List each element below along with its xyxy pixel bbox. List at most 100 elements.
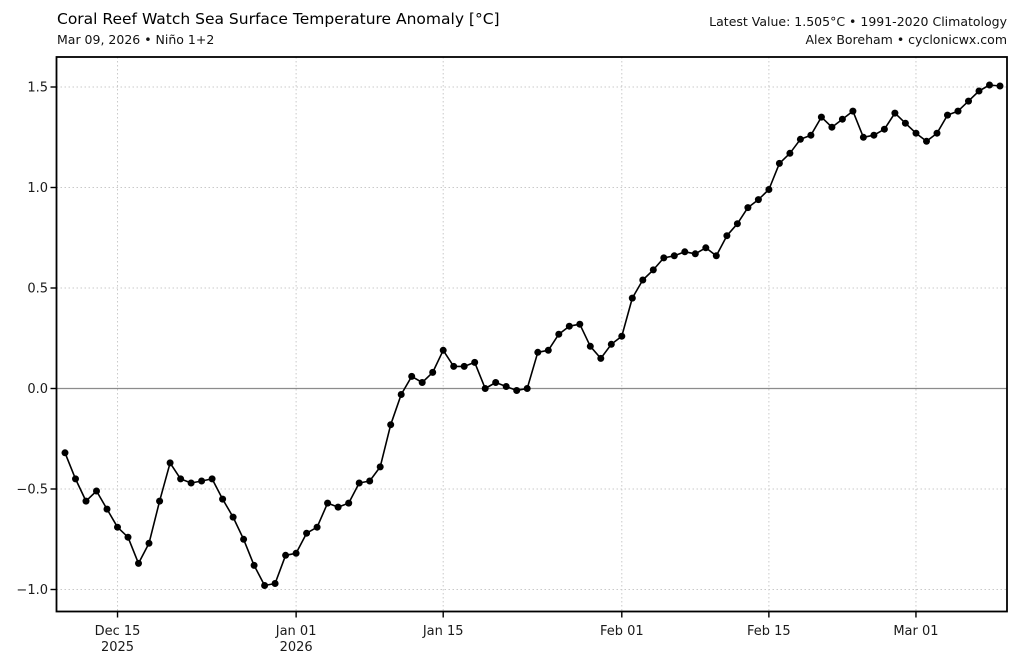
axes-frame <box>55 56 1008 613</box>
x-tick-year-label: 2025 <box>101 640 134 655</box>
data-point <box>744 204 752 212</box>
data-point <box>786 149 794 157</box>
y-tick-labels: −1.0 −0.5 0.0 0.5 1.0 1.5 <box>16 81 48 598</box>
data-point <box>103 505 111 513</box>
data-point <box>156 497 164 505</box>
y-tick-label: 1.0 <box>27 181 48 196</box>
data-point <box>544 346 552 354</box>
data-point <box>765 186 773 193</box>
data-point <box>712 252 720 260</box>
data-point <box>944 111 951 119</box>
data-point <box>901 119 909 127</box>
data-point <box>870 131 878 139</box>
data-point <box>965 97 972 105</box>
data-point <box>250 561 258 569</box>
x-tick-label: Jan 15 <box>422 624 464 639</box>
data-point <box>628 294 636 302</box>
data-point <box>670 252 678 260</box>
data-point <box>82 497 90 505</box>
data-point <box>933 129 941 137</box>
anomaly-line <box>64 84 1001 587</box>
data-point <box>618 332 626 340</box>
data-point <box>261 582 269 589</box>
data-point <box>807 131 815 139</box>
data-point <box>418 379 426 386</box>
data-point <box>775 159 783 167</box>
y-tick-label: 1.5 <box>27 81 48 96</box>
data-point <box>145 539 153 547</box>
data-point <box>355 479 363 487</box>
data-point <box>282 551 290 559</box>
data-point <box>996 82 1004 90</box>
data-point <box>61 449 69 457</box>
series-points <box>61 81 1004 589</box>
data-point <box>429 368 437 376</box>
data-point <box>376 463 384 471</box>
data-point <box>733 220 741 228</box>
data-point <box>880 125 888 133</box>
data-point <box>334 503 342 511</box>
x-gridlines <box>117 57 917 612</box>
data-point <box>796 135 804 143</box>
y-tick-label: 0.0 <box>27 382 48 397</box>
x-tick-label: Mar 01 <box>893 624 938 639</box>
y-tick-label: −0.5 <box>16 483 48 498</box>
data-point <box>681 248 689 256</box>
data-point <box>240 535 248 543</box>
data-point <box>607 340 615 348</box>
data-point <box>408 372 416 380</box>
chart-title: Coral Reef Watch Sea Surface Temperature… <box>57 10 500 28</box>
data-point <box>313 523 321 531</box>
data-point <box>271 580 279 587</box>
data-point <box>523 385 531 392</box>
data-point <box>639 276 647 284</box>
data-point <box>986 81 993 89</box>
data-point <box>838 115 846 123</box>
data-point <box>303 529 311 537</box>
data-point <box>923 137 930 145</box>
x-tick-label: Feb 15 <box>747 624 791 639</box>
data-point <box>93 487 100 495</box>
data-point <box>345 499 353 507</box>
data-point <box>471 358 479 366</box>
data-point <box>912 129 920 137</box>
data-point <box>114 523 121 531</box>
data-point <box>565 322 573 330</box>
data-point <box>219 495 227 503</box>
plot-border <box>55 56 1008 613</box>
data-point <box>187 479 195 487</box>
data-point <box>177 475 185 483</box>
data-point <box>828 123 836 131</box>
y-gridlines <box>56 86 1007 590</box>
data-point <box>723 232 731 240</box>
data-point <box>124 533 132 541</box>
credit-annotation: Alex Boreham • cyclonicwx.com <box>805 32 1007 47</box>
data-point <box>597 354 605 362</box>
data-point <box>72 475 79 483</box>
data-point <box>702 244 710 252</box>
data-point <box>576 320 584 328</box>
data-point <box>586 342 594 350</box>
data-point <box>513 387 521 394</box>
axis-ticks <box>50 86 917 618</box>
data-point <box>859 133 867 141</box>
data-point <box>691 250 699 258</box>
data-point <box>439 346 447 354</box>
x-tick-label: Dec 15 <box>95 624 141 639</box>
data-point <box>649 266 657 274</box>
latest-value-annotation: Latest Value: 1.505°C • 1991-2020 Climat… <box>709 14 1007 29</box>
x-tick-label: Jan 01 <box>275 624 317 639</box>
x-tick-label: Feb 01 <box>600 624 644 639</box>
y-tick-label: −1.0 <box>16 583 48 598</box>
data-point <box>397 391 405 398</box>
data-point <box>198 477 206 485</box>
data-point <box>387 421 395 429</box>
data-point <box>891 109 899 117</box>
data-point <box>849 107 857 115</box>
series-line <box>64 84 1001 587</box>
data-point <box>292 549 300 557</box>
